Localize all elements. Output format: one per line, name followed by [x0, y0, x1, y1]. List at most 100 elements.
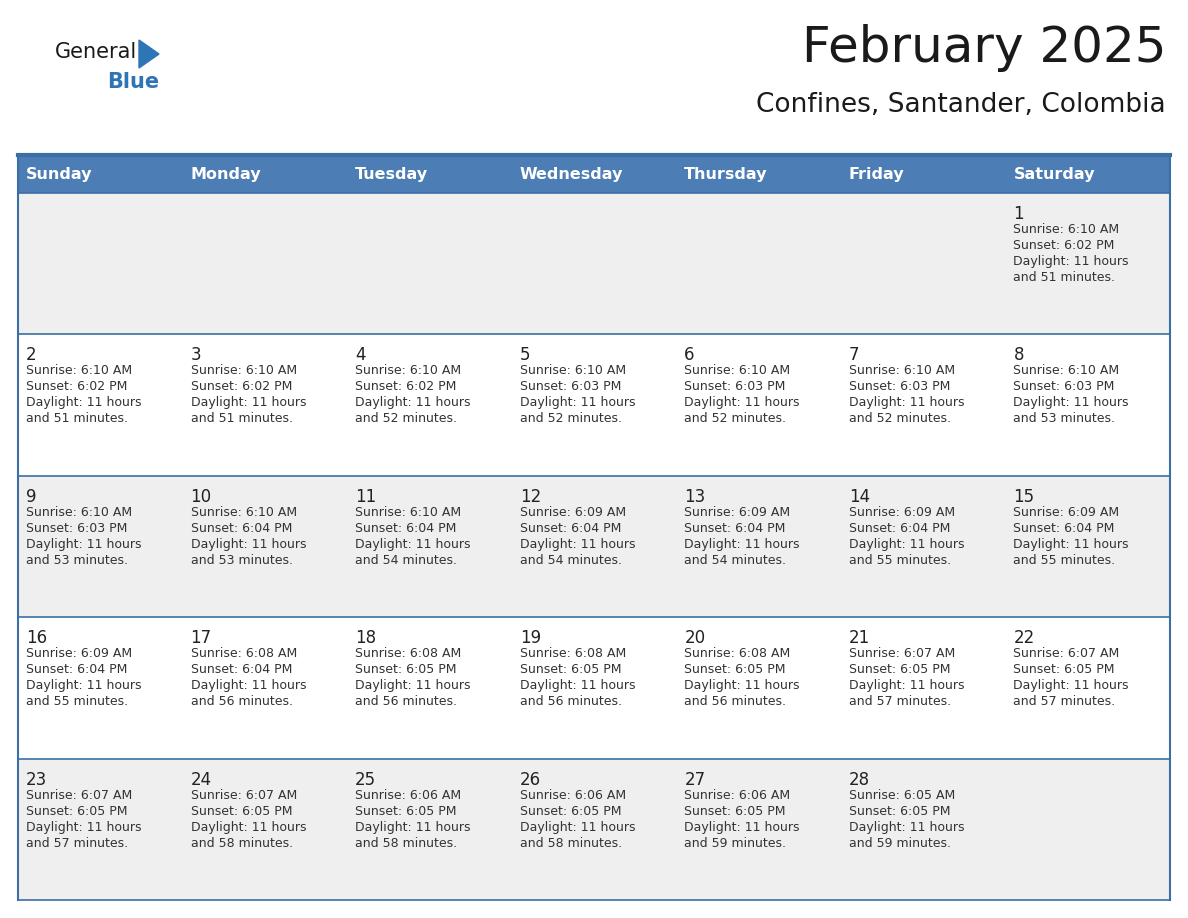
Polygon shape — [139, 40, 159, 68]
Text: Sunrise: 6:10 AM: Sunrise: 6:10 AM — [26, 364, 132, 377]
Text: Sunrise: 6:06 AM: Sunrise: 6:06 AM — [684, 789, 790, 801]
Text: Sunset: 6:04 PM: Sunset: 6:04 PM — [26, 663, 127, 677]
Text: 21: 21 — [849, 629, 870, 647]
Text: Daylight: 11 hours: Daylight: 11 hours — [26, 397, 141, 409]
Text: and 55 minutes.: and 55 minutes. — [1013, 554, 1116, 566]
Text: and 53 minutes.: and 53 minutes. — [190, 554, 292, 566]
Text: Sunset: 6:05 PM: Sunset: 6:05 PM — [1013, 663, 1114, 677]
Text: Daylight: 11 hours: Daylight: 11 hours — [519, 821, 636, 834]
Text: Sunrise: 6:08 AM: Sunrise: 6:08 AM — [684, 647, 790, 660]
Text: 24: 24 — [190, 770, 211, 789]
Text: Daylight: 11 hours: Daylight: 11 hours — [190, 397, 307, 409]
Text: Sunrise: 6:09 AM: Sunrise: 6:09 AM — [26, 647, 132, 660]
Text: 5: 5 — [519, 346, 530, 364]
Text: Wednesday: Wednesday — [519, 166, 623, 182]
Bar — [18, 758, 1170, 900]
Text: and 51 minutes.: and 51 minutes. — [1013, 271, 1116, 284]
Text: Daylight: 11 hours: Daylight: 11 hours — [849, 538, 965, 551]
Text: 11: 11 — [355, 487, 377, 506]
Text: Sunset: 6:04 PM: Sunset: 6:04 PM — [190, 521, 292, 535]
Text: Sunset: 6:05 PM: Sunset: 6:05 PM — [684, 663, 785, 677]
Text: and 55 minutes.: and 55 minutes. — [26, 695, 128, 708]
Text: 26: 26 — [519, 770, 541, 789]
Text: Sunrise: 6:10 AM: Sunrise: 6:10 AM — [355, 506, 461, 519]
Text: and 56 minutes.: and 56 minutes. — [519, 695, 621, 708]
Text: Daylight: 11 hours: Daylight: 11 hours — [519, 679, 636, 692]
Text: Daylight: 11 hours: Daylight: 11 hours — [355, 821, 470, 834]
Text: and 53 minutes.: and 53 minutes. — [1013, 412, 1116, 425]
Text: and 51 minutes.: and 51 minutes. — [190, 412, 292, 425]
Text: Daylight: 11 hours: Daylight: 11 hours — [26, 679, 141, 692]
Text: Sunrise: 6:10 AM: Sunrise: 6:10 AM — [849, 364, 955, 377]
Text: Sunrise: 6:09 AM: Sunrise: 6:09 AM — [519, 506, 626, 519]
Text: 28: 28 — [849, 770, 870, 789]
Text: 10: 10 — [190, 487, 211, 506]
Text: 9: 9 — [26, 487, 37, 506]
Text: and 56 minutes.: and 56 minutes. — [190, 695, 292, 708]
Text: Sunset: 6:05 PM: Sunset: 6:05 PM — [684, 804, 785, 818]
Text: 8: 8 — [1013, 346, 1024, 364]
Text: and 58 minutes.: and 58 minutes. — [355, 836, 457, 849]
Text: Sunrise: 6:10 AM: Sunrise: 6:10 AM — [519, 364, 626, 377]
Text: Sunset: 6:04 PM: Sunset: 6:04 PM — [1013, 521, 1114, 535]
Text: Daylight: 11 hours: Daylight: 11 hours — [519, 397, 636, 409]
Text: Sunrise: 6:08 AM: Sunrise: 6:08 AM — [190, 647, 297, 660]
Text: Sunset: 6:04 PM: Sunset: 6:04 PM — [849, 521, 950, 535]
Text: Daylight: 11 hours: Daylight: 11 hours — [355, 679, 470, 692]
Text: Daylight: 11 hours: Daylight: 11 hours — [190, 679, 307, 692]
Text: Sunset: 6:02 PM: Sunset: 6:02 PM — [1013, 239, 1114, 252]
Text: 12: 12 — [519, 487, 541, 506]
Text: 14: 14 — [849, 487, 870, 506]
Text: Daylight: 11 hours: Daylight: 11 hours — [355, 538, 470, 551]
Text: and 52 minutes.: and 52 minutes. — [519, 412, 621, 425]
Text: Daylight: 11 hours: Daylight: 11 hours — [1013, 538, 1129, 551]
Text: Daylight: 11 hours: Daylight: 11 hours — [355, 397, 470, 409]
Text: and 52 minutes.: and 52 minutes. — [684, 412, 786, 425]
Bar — [18, 476, 1170, 617]
Text: 27: 27 — [684, 770, 706, 789]
Text: 16: 16 — [26, 629, 48, 647]
Text: Sunrise: 6:05 AM: Sunrise: 6:05 AM — [849, 789, 955, 801]
Text: Sunset: 6:05 PM: Sunset: 6:05 PM — [26, 804, 127, 818]
Text: Sunrise: 6:06 AM: Sunrise: 6:06 AM — [355, 789, 461, 801]
Text: Sunrise: 6:10 AM: Sunrise: 6:10 AM — [190, 364, 297, 377]
Text: Daylight: 11 hours: Daylight: 11 hours — [849, 821, 965, 834]
Text: Sunday: Sunday — [26, 166, 93, 182]
Text: Sunset: 6:04 PM: Sunset: 6:04 PM — [684, 521, 785, 535]
Text: Sunset: 6:03 PM: Sunset: 6:03 PM — [684, 380, 785, 394]
Text: 6: 6 — [684, 346, 695, 364]
Text: Thursday: Thursday — [684, 166, 767, 182]
Text: Sunrise: 6:07 AM: Sunrise: 6:07 AM — [26, 789, 132, 801]
Text: Daylight: 11 hours: Daylight: 11 hours — [519, 538, 636, 551]
Text: and 58 minutes.: and 58 minutes. — [519, 836, 621, 849]
Text: and 59 minutes.: and 59 minutes. — [849, 836, 950, 849]
Text: Sunrise: 6:06 AM: Sunrise: 6:06 AM — [519, 789, 626, 801]
Text: Daylight: 11 hours: Daylight: 11 hours — [26, 821, 141, 834]
Text: Daylight: 11 hours: Daylight: 11 hours — [190, 538, 307, 551]
Text: Sunrise: 6:10 AM: Sunrise: 6:10 AM — [26, 506, 132, 519]
Text: Daylight: 11 hours: Daylight: 11 hours — [684, 397, 800, 409]
Text: and 57 minutes.: and 57 minutes. — [1013, 695, 1116, 708]
Text: Sunrise: 6:07 AM: Sunrise: 6:07 AM — [1013, 647, 1119, 660]
Bar — [18, 193, 1170, 334]
Text: and 54 minutes.: and 54 minutes. — [519, 554, 621, 566]
Text: Daylight: 11 hours: Daylight: 11 hours — [849, 679, 965, 692]
Text: Monday: Monday — [190, 166, 261, 182]
Text: Confines, Santander, Colombia: Confines, Santander, Colombia — [757, 92, 1165, 118]
Bar — [18, 617, 1170, 758]
Text: 1: 1 — [1013, 205, 1024, 223]
Text: Friday: Friday — [849, 166, 904, 182]
Text: and 59 minutes.: and 59 minutes. — [684, 836, 786, 849]
Text: Sunrise: 6:10 AM: Sunrise: 6:10 AM — [355, 364, 461, 377]
Text: and 57 minutes.: and 57 minutes. — [26, 836, 128, 849]
Text: 17: 17 — [190, 629, 211, 647]
Text: February 2025: February 2025 — [802, 24, 1165, 72]
Text: Sunset: 6:04 PM: Sunset: 6:04 PM — [190, 663, 292, 677]
Text: and 52 minutes.: and 52 minutes. — [849, 412, 950, 425]
Text: and 52 minutes.: and 52 minutes. — [355, 412, 457, 425]
Text: 13: 13 — [684, 487, 706, 506]
Text: and 55 minutes.: and 55 minutes. — [849, 554, 950, 566]
Text: and 54 minutes.: and 54 minutes. — [355, 554, 457, 566]
Text: Sunset: 6:02 PM: Sunset: 6:02 PM — [26, 380, 127, 394]
Text: Sunrise: 6:09 AM: Sunrise: 6:09 AM — [849, 506, 955, 519]
